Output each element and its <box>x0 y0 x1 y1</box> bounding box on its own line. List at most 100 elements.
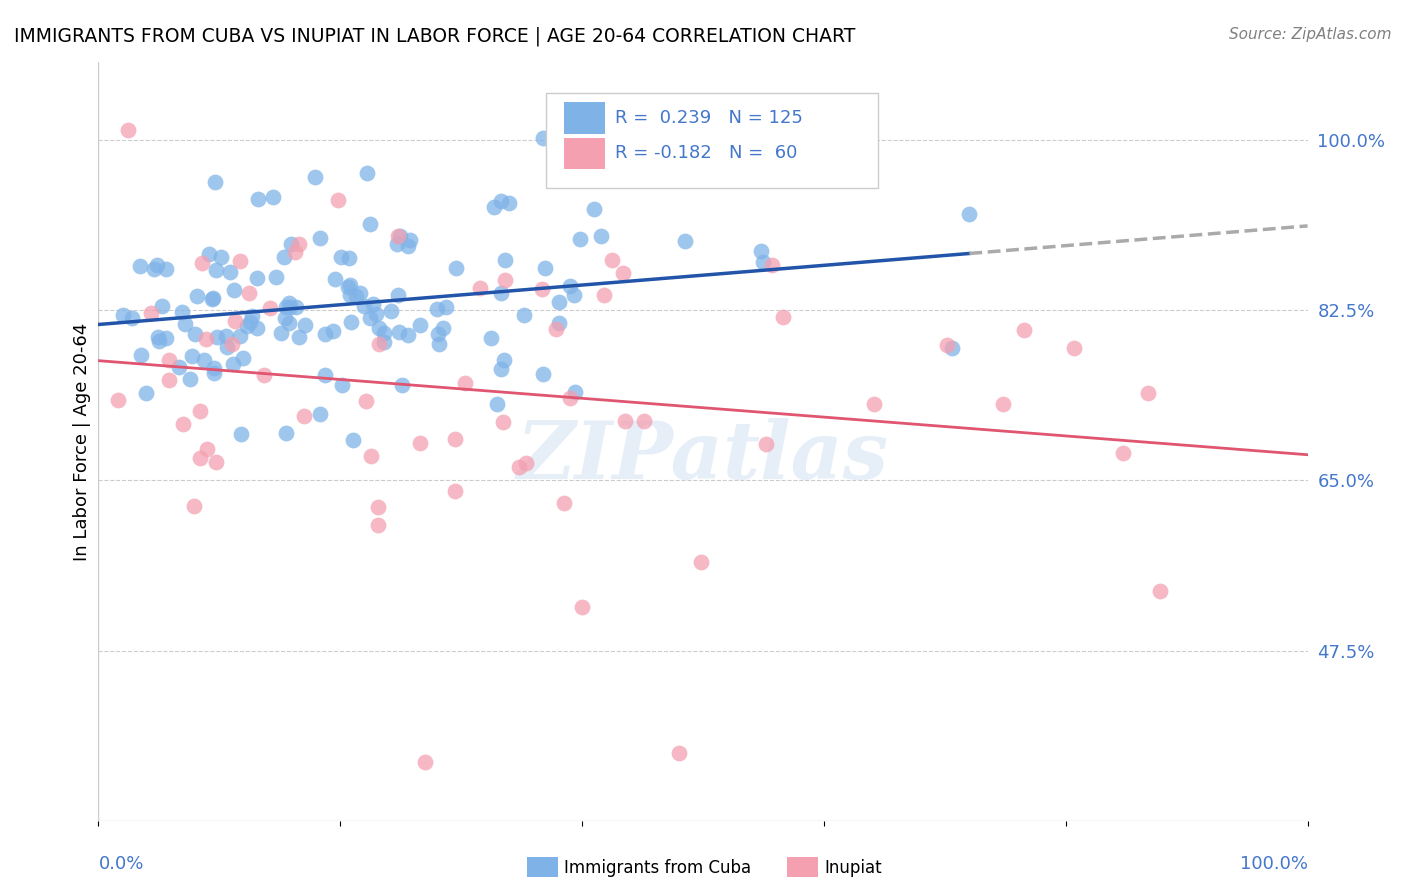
Point <box>396 239 419 253</box>
Point <box>229 427 252 442</box>
Text: 0.0%: 0.0% <box>98 855 143 872</box>
Point <box>202 361 225 376</box>
Point <box>202 291 225 305</box>
Point <box>388 325 411 339</box>
Point <box>673 234 696 248</box>
Point <box>562 287 585 301</box>
Point <box>533 260 555 275</box>
Point <box>328 193 350 207</box>
Point <box>309 407 332 421</box>
Point <box>205 455 228 469</box>
Point <box>373 334 395 349</box>
Point <box>221 358 243 372</box>
Point <box>201 292 224 306</box>
Point <box>356 166 378 180</box>
Point <box>492 352 515 367</box>
Point <box>454 376 477 390</box>
Point <box>246 192 269 206</box>
Point <box>278 316 301 330</box>
Point <box>761 258 783 272</box>
Point <box>174 317 197 331</box>
Point <box>354 393 377 408</box>
Point <box>155 331 177 345</box>
Point <box>135 386 157 401</box>
Point <box>229 328 252 343</box>
Point <box>339 287 361 301</box>
Point <box>571 600 593 615</box>
Point <box>498 195 520 210</box>
FancyBboxPatch shape <box>546 93 879 187</box>
Point <box>274 310 297 325</box>
Point <box>426 301 449 316</box>
Point <box>262 190 284 204</box>
Point <box>468 281 491 295</box>
Point <box>240 309 263 323</box>
Point <box>342 433 364 447</box>
Point <box>591 229 613 244</box>
Point <box>485 397 508 411</box>
Text: R = -0.182   N =  60: R = -0.182 N = 60 <box>614 145 797 162</box>
Point <box>367 337 389 351</box>
Point <box>373 326 395 340</box>
Point <box>690 555 713 569</box>
Point <box>117 123 139 137</box>
Point <box>936 338 959 352</box>
Point <box>209 250 232 264</box>
Point <box>494 252 516 267</box>
Point <box>337 252 360 266</box>
Point <box>548 295 571 310</box>
Point <box>246 271 269 285</box>
Point <box>259 301 281 315</box>
Point <box>558 279 581 293</box>
Point <box>143 262 166 277</box>
Point <box>593 288 616 302</box>
Point <box>336 279 359 293</box>
Point <box>167 359 190 374</box>
Point <box>508 459 530 474</box>
Point <box>515 456 537 470</box>
Point <box>531 367 554 381</box>
Point <box>238 286 260 301</box>
Point <box>359 217 381 231</box>
Point <box>229 253 252 268</box>
Point <box>214 329 236 343</box>
Point <box>179 372 201 386</box>
Point <box>314 326 336 341</box>
Point <box>150 299 173 313</box>
Point <box>443 432 465 446</box>
Point <box>941 342 963 356</box>
Point <box>146 258 169 272</box>
Point <box>1112 446 1135 460</box>
Point <box>246 321 269 335</box>
Point <box>388 229 411 244</box>
Point <box>367 518 389 533</box>
Point <box>614 414 637 428</box>
Point <box>391 378 413 392</box>
Point <box>172 417 194 431</box>
Point <box>121 310 143 325</box>
Point <box>157 353 180 368</box>
Point <box>339 278 361 293</box>
Point <box>396 328 419 343</box>
Point <box>360 450 382 464</box>
Point <box>181 349 204 363</box>
Point <box>668 746 690 760</box>
Point <box>512 308 534 322</box>
Point <box>863 397 886 411</box>
Point <box>387 229 409 244</box>
Point <box>194 332 217 346</box>
Point <box>186 288 208 302</box>
Point <box>284 244 307 259</box>
Point <box>155 261 177 276</box>
Point <box>314 368 336 382</box>
Point <box>413 756 436 770</box>
Point <box>288 237 311 252</box>
Point <box>278 296 301 310</box>
Point <box>294 318 316 333</box>
Point <box>193 353 215 368</box>
Point <box>323 271 346 285</box>
Point <box>772 310 794 325</box>
Point <box>387 287 409 301</box>
Point <box>489 362 512 376</box>
Text: Immigrants from Cuba: Immigrants from Cuba <box>564 859 751 877</box>
